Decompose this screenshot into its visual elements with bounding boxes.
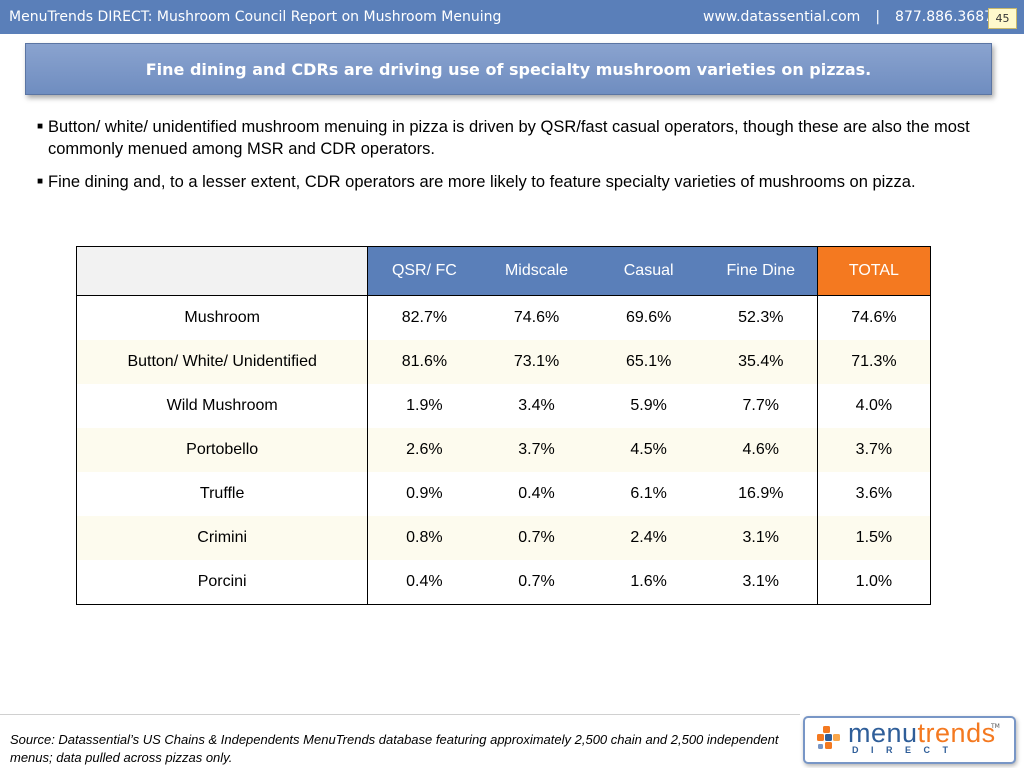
total-cell: 74.6% xyxy=(816,295,932,340)
row-label: Button/ White/ Unidentified xyxy=(75,340,369,384)
value-cell: 35.4% xyxy=(704,340,818,384)
total-cell: 1.0% xyxy=(816,560,932,605)
value-cell: 0.9% xyxy=(367,472,481,516)
slide-title: Fine dining and CDRs are driving use of … xyxy=(25,43,992,95)
total-cell: 71.3% xyxy=(816,340,932,384)
value-cell: 1.9% xyxy=(367,384,481,428)
value-cell: 73.1% xyxy=(480,340,593,384)
logo-subword: DIRECT xyxy=(852,745,961,755)
bullet-marker-icon: ■ xyxy=(37,121,44,132)
value-cell: 0.7% xyxy=(480,516,593,560)
table-row: Truffle 0.9% 0.4% 6.1% 16.9% 3.6% xyxy=(75,472,932,516)
phone-number: 877.886.3687 xyxy=(895,9,994,25)
logo-word-trends: trends xyxy=(917,718,996,748)
report-title: MenuTrends DIRECT: Mushroom Council Repo… xyxy=(9,9,502,25)
value-cell: 3.1% xyxy=(704,516,818,560)
value-cell: 52.3% xyxy=(704,295,818,340)
total-cell: 1.5% xyxy=(816,516,932,560)
separator: | xyxy=(875,9,881,25)
logo-wordmark: menutrends xyxy=(848,718,996,748)
bullet-item: ■ Fine dining and, to a lesser extent, C… xyxy=(37,171,982,193)
value-cell: 74.6% xyxy=(480,295,593,340)
menutrends-logo: menutrends TM DIRECT xyxy=(803,716,1016,764)
value-cell: 2.4% xyxy=(592,516,705,560)
source-note: Source: Datassential’s US Chains & Indep… xyxy=(10,732,779,765)
table-row: Mushroom 82.7% 74.6% 69.6% 52.3% 74.6% xyxy=(75,295,932,340)
puzzle-pieces-icon xyxy=(817,726,840,749)
value-cell: 3.1% xyxy=(704,560,818,605)
table-row: Crimini 0.8% 0.7% 2.4% 3.1% 1.5% xyxy=(75,516,932,560)
column-header-total: TOTAL xyxy=(816,246,932,296)
top-header-bar: MenuTrends DIRECT: Mushroom Council Repo… xyxy=(0,0,1024,34)
column-header-midscale: Midscale xyxy=(480,246,593,296)
total-cell: 4.0% xyxy=(816,384,932,428)
column-header-fine-dine: Fine Dine xyxy=(704,246,818,296)
value-cell: 3.7% xyxy=(480,428,593,472)
column-header-casual: Casual xyxy=(592,246,705,296)
footer-divider xyxy=(0,714,800,715)
value-cell: 0.7% xyxy=(480,560,593,605)
row-label: Porcini xyxy=(75,560,369,605)
contact-info: www.datassential.com | 877.886.3687 xyxy=(703,9,993,25)
value-cell: 3.4% xyxy=(480,384,593,428)
table-header-row: QSR/ FC Midscale Casual Fine Dine TOTAL xyxy=(75,246,932,296)
website-link[interactable]: www.datassential.com xyxy=(703,9,861,25)
logo-trademark: TM xyxy=(991,723,1000,730)
bullet-item: ■ Button/ white/ unidentified mushroom m… xyxy=(37,116,982,160)
row-label: Mushroom xyxy=(75,295,369,340)
row-label: Wild Mushroom xyxy=(75,384,369,428)
value-cell: 82.7% xyxy=(367,295,481,340)
value-cell: 2.6% xyxy=(367,428,481,472)
total-cell: 3.7% xyxy=(816,428,932,472)
row-label: Truffle xyxy=(75,472,369,516)
mushroom-pizza-table: QSR/ FC Midscale Casual Fine Dine TOTAL … xyxy=(75,246,932,605)
table-row: Wild Mushroom 1.9% 3.4% 5.9% 7.7% 4.0% xyxy=(75,384,932,428)
table-row: Button/ White/ Unidentified 81.6% 73.1% 65.… xyxy=(75,340,932,384)
table-row: Portobello 2.6% 3.7% 4.5% 4.6% 3.7% xyxy=(75,428,932,472)
value-cell: 69.6% xyxy=(592,295,705,340)
column-header-qsr-fc: QSR/ FC xyxy=(367,246,481,296)
table-row: Porcini 0.4% 0.7% 1.6% 3.1% 1.0% xyxy=(75,560,932,605)
row-label: Portobello xyxy=(75,428,369,472)
value-cell: 6.1% xyxy=(592,472,705,516)
bullet-text: Fine dining and, to a lesser extent, CDR… xyxy=(48,173,916,191)
row-label: Crimini xyxy=(75,516,369,560)
bullet-list: ■ Button/ white/ unidentified mushroom m… xyxy=(37,116,982,204)
page-number: 45 xyxy=(988,8,1017,29)
value-cell: 7.7% xyxy=(704,384,818,428)
value-cell: 0.4% xyxy=(367,560,481,605)
value-cell: 81.6% xyxy=(367,340,481,384)
value-cell: 0.4% xyxy=(480,472,593,516)
bullet-marker-icon: ■ xyxy=(37,176,44,187)
value-cell: 16.9% xyxy=(704,472,818,516)
bullet-text: Button/ white/ unidentified mushroom men… xyxy=(48,118,970,158)
value-cell: 65.1% xyxy=(592,340,705,384)
logo-word-menu: menu xyxy=(848,718,918,748)
value-cell: 0.8% xyxy=(367,516,481,560)
total-cell: 3.6% xyxy=(816,472,932,516)
value-cell: 4.5% xyxy=(592,428,705,472)
value-cell: 4.6% xyxy=(704,428,818,472)
table-corner-cell xyxy=(75,246,369,296)
value-cell: 1.6% xyxy=(592,560,705,605)
value-cell: 5.9% xyxy=(592,384,705,428)
